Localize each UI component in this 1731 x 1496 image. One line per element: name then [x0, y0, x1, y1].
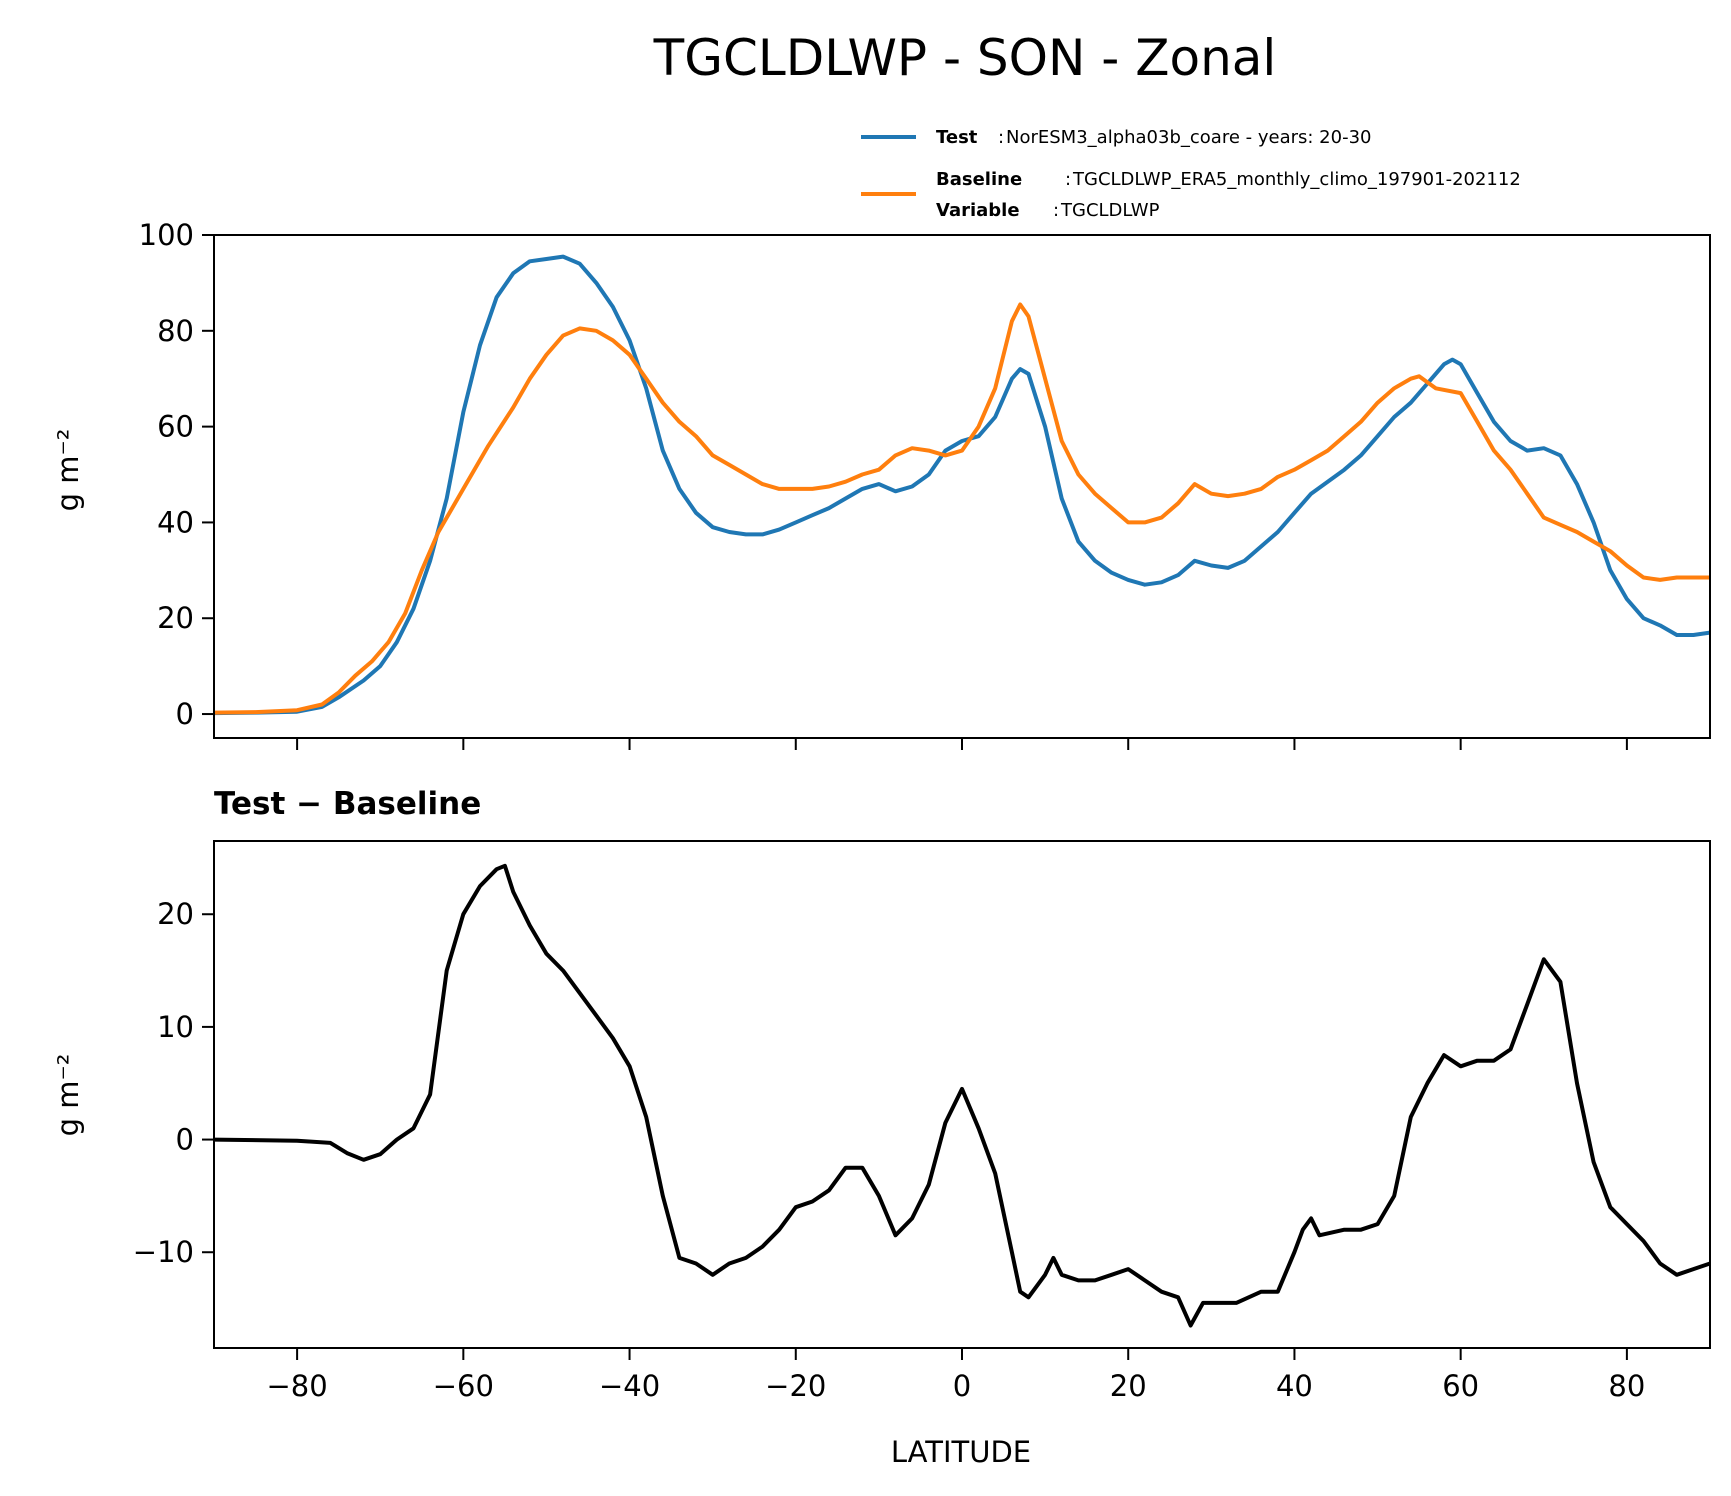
x-tick-label: −40 — [599, 1369, 660, 1403]
legend-key-baseline: Baseline — [936, 169, 1022, 190]
legend-text-variable: TGCLDLWP — [1060, 200, 1160, 221]
y-tick-label: 80 — [157, 314, 194, 348]
series-line-test — [213, 254, 1711, 716]
series-line-test-baseline — [213, 863, 1711, 1328]
x-tick-label: 60 — [1442, 1369, 1479, 1403]
bottom-y-axis-label: g m⁻² — [51, 1054, 85, 1137]
y-tick-label: 20 — [157, 601, 194, 635]
x-axis-label: LATITUDE — [891, 1435, 1031, 1469]
legend-colon-baseline: : — [1065, 169, 1071, 190]
y-tick-label: 20 — [157, 897, 194, 931]
legend-text-test: NorESM3_alpha03b_coare - years: 20-30 — [1006, 127, 1371, 148]
x-tick-label: 80 — [1608, 1369, 1645, 1403]
x-tick-label: −60 — [433, 1369, 494, 1403]
y-tick-label: 0 — [176, 1123, 194, 1157]
chart-title: TGCLDLWP - SON - Zonal — [653, 29, 1277, 87]
legend-colon-test: : — [998, 127, 1004, 148]
y-tick-label: −10 — [133, 1235, 194, 1269]
x-tick-label: 20 — [1110, 1369, 1147, 1403]
legend: Test : NorESM3_alpha03b_coare - years: 2… — [861, 127, 1521, 221]
difference-subtitle: Test − Baseline — [214, 786, 481, 822]
y-tick-label: 10 — [157, 1010, 194, 1044]
x-tick-label: −80 — [267, 1369, 328, 1403]
x-tick-label: 40 — [1276, 1369, 1313, 1403]
top-y-axis-label: g m⁻² — [51, 429, 85, 512]
bottom-axes: −10 0 10 20 −80 −60 −40 −20 0 20 40 60 80 — [133, 840, 1711, 1403]
top-axes: 0 20 40 60 80 100 — [139, 218, 1711, 750]
y-tick-label: 100 — [139, 218, 194, 252]
x-tick-label: −20 — [765, 1369, 826, 1403]
series-line-baseline — [213, 302, 1710, 715]
axes-frame — [213, 840, 1711, 1349]
legend-colon-variable: : — [1053, 200, 1059, 221]
legend-text-baseline: TGCLDLWP_ERA5_monthly_climo_197901-20211… — [1072, 169, 1521, 190]
legend-key-variable: Variable — [936, 200, 1020, 221]
x-tick-label: 0 — [953, 1369, 971, 1403]
legend-key-test: Test — [936, 127, 978, 148]
y-tick-label: 0 — [176, 697, 194, 731]
y-tick-label: 60 — [157, 410, 194, 444]
y-tick-label: 40 — [157, 505, 194, 539]
axes-frame — [213, 234, 1711, 739]
